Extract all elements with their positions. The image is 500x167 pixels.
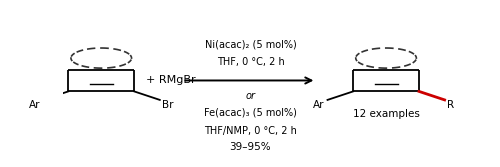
Text: THF/NMP, 0 °C, 2 h: THF/NMP, 0 °C, 2 h bbox=[204, 126, 297, 136]
Text: Ar: Ar bbox=[314, 101, 325, 110]
Text: Ni(acac)₂ (5 mol%): Ni(acac)₂ (5 mol%) bbox=[204, 39, 296, 49]
Text: or: or bbox=[246, 91, 256, 101]
Text: R: R bbox=[448, 101, 454, 110]
Text: 39–95%: 39–95% bbox=[230, 142, 271, 152]
Text: Fe(acac)₃ (5 mol%): Fe(acac)₃ (5 mol%) bbox=[204, 108, 297, 118]
Text: 12 examples: 12 examples bbox=[352, 109, 420, 119]
Text: THF, 0 °C, 2 h: THF, 0 °C, 2 h bbox=[216, 57, 284, 67]
Text: Ar: Ar bbox=[28, 101, 40, 110]
Text: + RMgBr: + RMgBr bbox=[146, 75, 196, 86]
Text: Br: Br bbox=[162, 101, 174, 110]
